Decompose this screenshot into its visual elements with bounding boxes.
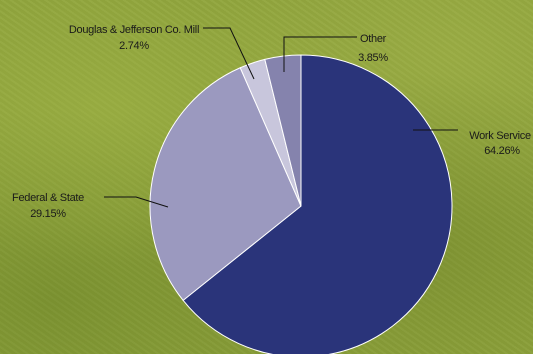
leader-line-federal-state — [104, 196, 169, 208]
leader-line-douglas-jefferson-mill — [203, 27, 255, 80]
pie-slice-federal-state — [149, 67, 302, 302]
slice-label-work-service: Work Service — [469, 130, 531, 142]
slice-label-douglas-jefferson-mill: Douglas & Jefferson Co. Mill — [69, 24, 199, 36]
slice-label-federal-state: Federal & State — [12, 192, 84, 204]
leader-lines — [104, 27, 458, 208]
slice-value-work-service: 64.26% — [484, 145, 520, 157]
slice-value-other: 3.85% — [358, 52, 388, 64]
leader-line-other — [283, 36, 357, 72]
slice-value-douglas-jefferson-mill: 2.74% — [119, 40, 149, 52]
pie-slice-work-service — [182, 54, 453, 354]
pie-slice-other — [264, 54, 302, 207]
slice-value-federal-state: 29.15% — [30, 208, 66, 220]
pie-slices — [149, 54, 453, 354]
slice-label-other: Other — [360, 33, 387, 45]
